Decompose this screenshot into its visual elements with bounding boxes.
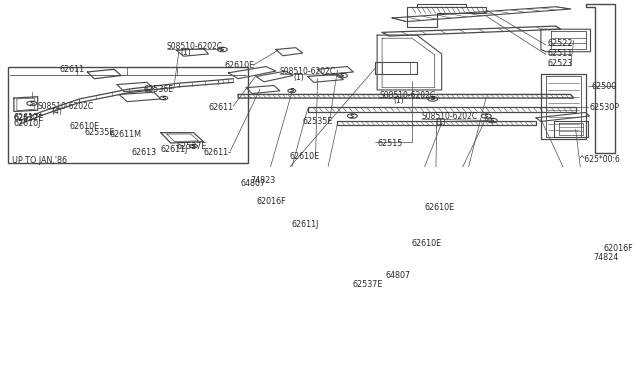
Text: 62530P: 62530P — [589, 103, 620, 112]
Text: 62610E: 62610E — [224, 61, 255, 70]
Text: 62611J: 62611J — [292, 220, 319, 230]
Text: 62535E: 62535E — [84, 128, 115, 137]
Text: S08510-6202C: S08510-6202C — [38, 102, 94, 110]
Text: 62610J: 62610J — [14, 119, 41, 128]
Text: 62613: 62613 — [131, 148, 156, 157]
Text: S: S — [161, 96, 166, 100]
Text: (1): (1) — [294, 73, 305, 82]
Text: 62612: 62612 — [14, 113, 39, 122]
Text: 64807: 64807 — [240, 179, 266, 188]
Text: 62611: 62611 — [209, 103, 234, 112]
Text: (1): (1) — [180, 48, 191, 57]
Text: 62511: 62511 — [548, 49, 573, 58]
Text: 62500: 62500 — [591, 82, 617, 91]
Text: 62537E: 62537E — [14, 114, 44, 123]
Text: 64807: 64807 — [385, 271, 410, 280]
Bar — [8, 67, 248, 163]
Text: S: S — [191, 144, 196, 149]
Text: S08510-6202C: S08510-6202C — [379, 91, 435, 100]
Text: 62522: 62522 — [548, 39, 573, 48]
Text: 74823: 74823 — [250, 176, 275, 185]
Text: 62610E: 62610E — [70, 122, 100, 131]
Text: 62016F: 62016F — [604, 244, 633, 253]
Text: 74824: 74824 — [593, 253, 619, 262]
Text: S: S — [29, 101, 34, 106]
Text: 62016F: 62016F — [256, 197, 285, 206]
Text: S: S — [484, 113, 488, 119]
Text: (1): (1) — [436, 118, 447, 127]
Text: 62611: 62611 — [60, 65, 84, 74]
Text: (1): (1) — [393, 96, 404, 105]
Text: 62611-: 62611- — [204, 148, 232, 157]
Text: ^625*00:6: ^625*00:6 — [579, 155, 620, 164]
Text: 62610E: 62610E — [425, 203, 455, 212]
Text: S: S — [490, 118, 495, 123]
Text: UP TO JAN.'86: UP TO JAN.'86 — [12, 155, 67, 164]
Text: (4): (4) — [52, 107, 63, 116]
Text: S08510-6202C: S08510-6202C — [167, 42, 223, 51]
Text: S08510-6202C: S08510-6202C — [422, 112, 478, 121]
Text: S: S — [220, 47, 225, 52]
Text: 62523: 62523 — [548, 60, 573, 68]
Text: 62610E: 62610E — [290, 152, 320, 161]
Text: S: S — [340, 73, 345, 78]
Text: 62535E: 62535E — [303, 117, 333, 126]
Text: S: S — [350, 113, 355, 119]
Text: 62611J: 62611J — [161, 145, 188, 154]
Text: 62515: 62515 — [377, 138, 403, 148]
Text: 62537E: 62537E — [353, 280, 383, 289]
Text: 62536E: 62536E — [144, 86, 174, 94]
Text: S08510-6202C: S08510-6202C — [280, 67, 336, 77]
Text: S: S — [289, 88, 294, 93]
Text: S: S — [431, 96, 435, 102]
Text: 62537E: 62537E — [177, 142, 207, 151]
Text: 62611M: 62611M — [109, 129, 141, 138]
Text: 62610E: 62610E — [412, 239, 442, 248]
